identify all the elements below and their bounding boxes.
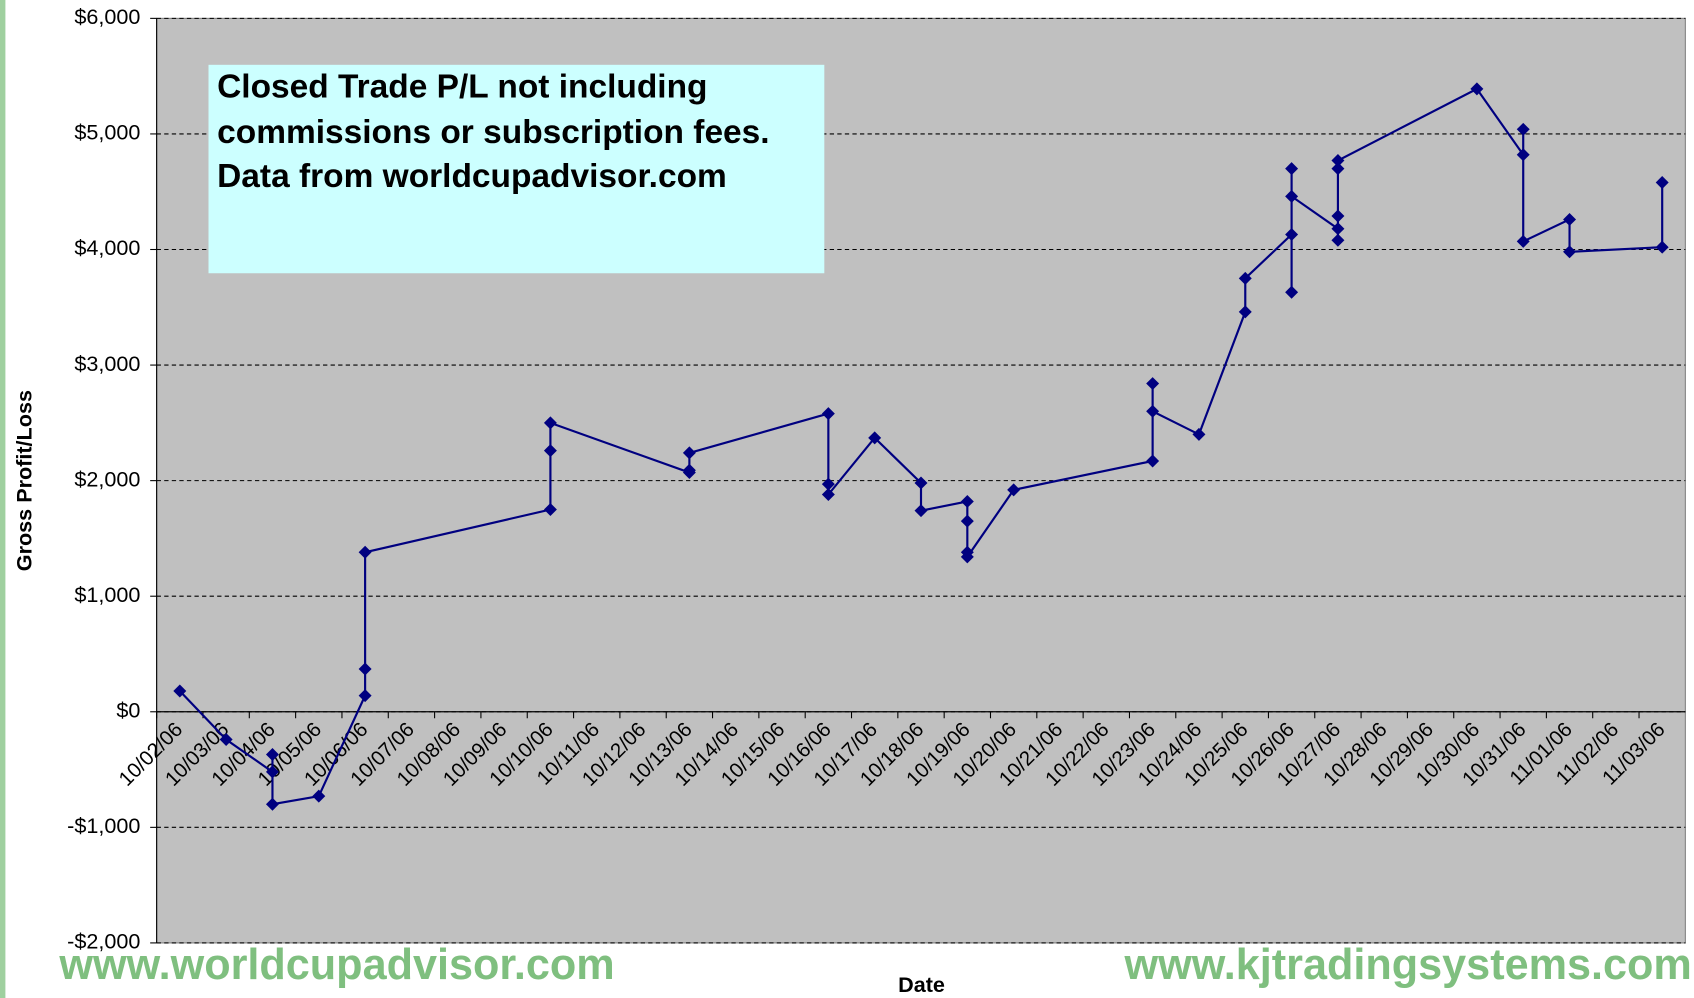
point — [1563, 245, 1577, 259]
point — [219, 733, 233, 746]
point — [1146, 454, 1160, 468]
point — [1146, 404, 1160, 418]
point — [1007, 483, 1021, 497]
x-axis-title: Date — [898, 972, 945, 997]
point — [1331, 162, 1345, 176]
y-tick-label: $1,000 — [74, 582, 140, 607]
point — [682, 463, 696, 477]
y-tick-label: $4,000 — [74, 235, 140, 260]
point — [1285, 162, 1299, 176]
point — [1516, 148, 1530, 162]
point — [682, 446, 696, 460]
point — [358, 689, 372, 703]
point — [821, 488, 835, 501]
annotation: commissions or subscription fees. — [217, 114, 769, 151]
point — [1238, 271, 1252, 285]
point — [868, 431, 882, 445]
y-tick-label: $0 — [116, 697, 140, 722]
point — [1516, 122, 1530, 136]
point — [312, 789, 326, 803]
y-tick-label: $2,000 — [74, 466, 140, 491]
point — [1655, 240, 1669, 254]
watermark: www.worldcupadvisor.com — [58, 941, 614, 989]
point — [1331, 154, 1345, 167]
point — [358, 545, 372, 559]
annotation: Closed Trade P/L not including — [217, 68, 707, 105]
y-tick-label: $3,000 — [74, 351, 140, 376]
point — [543, 444, 557, 458]
point — [821, 477, 835, 491]
point — [265, 748, 279, 762]
watermark: www.kjtradingsystems.com — [1124, 941, 1692, 989]
y-tick-label: -$2,000 — [67, 929, 140, 954]
point — [1146, 377, 1160, 391]
point — [1516, 234, 1530, 248]
point — [1331, 233, 1345, 247]
point — [1238, 305, 1252, 319]
point — [1331, 209, 1345, 223]
point — [914, 504, 928, 518]
point — [1563, 212, 1577, 226]
point — [1331, 222, 1345, 236]
y-tick-label: -$1,000 — [67, 813, 140, 838]
point — [543, 503, 557, 517]
point — [1192, 427, 1206, 441]
point — [1285, 189, 1299, 203]
point — [960, 494, 974, 508]
point — [173, 684, 187, 698]
point — [821, 407, 835, 421]
y-tick-label: $6,000 — [74, 4, 140, 29]
point — [265, 797, 279, 811]
point — [914, 476, 928, 490]
point — [543, 416, 557, 430]
y-tick-label: $5,000 — [74, 120, 140, 145]
y-axis-title: Gross Profit/Loss — [12, 390, 37, 571]
point — [1285, 227, 1299, 241]
point — [960, 514, 974, 528]
point — [1655, 175, 1669, 189]
point — [1285, 285, 1299, 299]
annotation-box — [208, 64, 825, 274]
annotation: Data from worldcupadvisor.com — [217, 158, 727, 195]
left-strip — [0, 0, 6, 998]
